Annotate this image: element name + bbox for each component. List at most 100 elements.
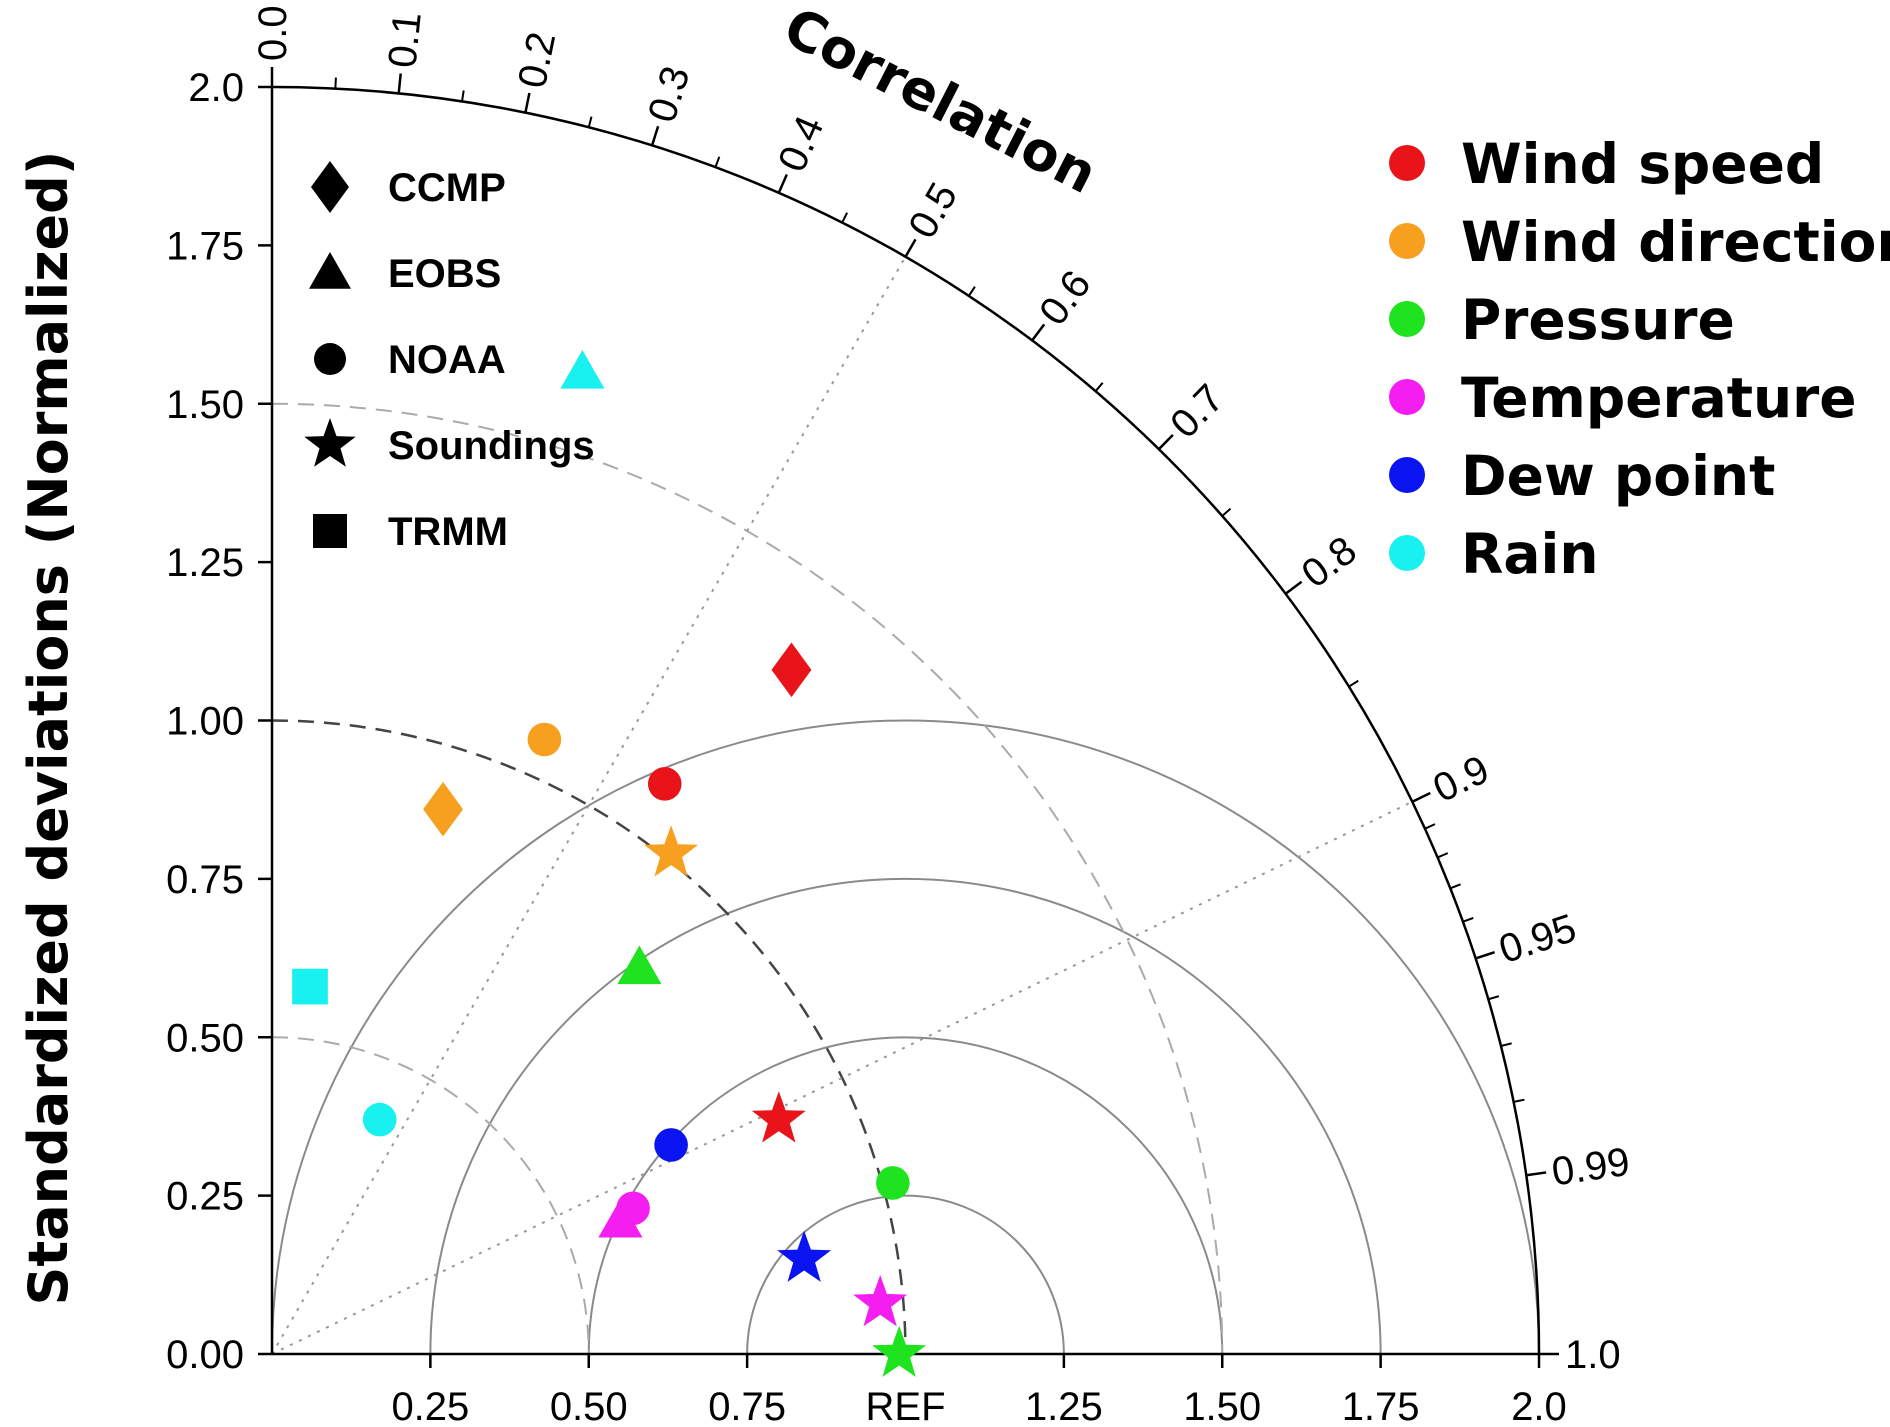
correlation-title: Correlation bbox=[774, 0, 1107, 206]
y-tick-label: 1.75 bbox=[166, 224, 244, 268]
correlation-minor-tick bbox=[968, 286, 976, 297]
y-tick-label: 0.00 bbox=[166, 1333, 244, 1377]
correlation-tick-label: 1.0 bbox=[1565, 1333, 1621, 1377]
eobs-temperature-point bbox=[598, 1198, 643, 1238]
legend-trmm-square-icon bbox=[313, 514, 347, 548]
legend-ccmp-diamond-icon bbox=[311, 161, 349, 213]
legend-rain-swatch bbox=[1389, 535, 1425, 571]
correlation-tick bbox=[650, 125, 660, 146]
ccmp-wind-speed-point bbox=[771, 642, 812, 698]
outer-arc bbox=[271, 85, 1541, 1355]
marker-legend: CCMP EOBS NOAA Soundings TRMM bbox=[304, 161, 595, 554]
correlation-minor-tick bbox=[1449, 883, 1461, 890]
correlation-tick-label: 0.9 bbox=[1427, 747, 1496, 811]
legend-ccmp-label: CCMP bbox=[388, 166, 506, 210]
correlation-minor-tick bbox=[841, 212, 848, 223]
correlation-minor-tick bbox=[1488, 995, 1500, 1001]
correlation-minor-tick bbox=[1424, 823, 1436, 830]
soundings-temperature-point bbox=[853, 1275, 908, 1327]
correlation-tick bbox=[1526, 1171, 1547, 1177]
x-tick-label: 2.0 bbox=[1511, 1385, 1567, 1427]
correlation-tick-label: 0.8 bbox=[1294, 528, 1365, 597]
legend-temperature-swatch bbox=[1389, 379, 1425, 415]
x-tick-label: 1.50 bbox=[1183, 1385, 1261, 1427]
x-tick-label: 0.50 bbox=[550, 1385, 628, 1427]
x-tick-label: 0.75 bbox=[708, 1385, 786, 1427]
legend-pressure-label: Pressure bbox=[1461, 288, 1735, 352]
eobs-pressure-point bbox=[617, 945, 662, 985]
correlation-tick-label: 0.1 bbox=[380, 10, 429, 70]
legend-rain-label: Rain bbox=[1461, 522, 1598, 586]
correlation-tick-label: 0.5 bbox=[900, 176, 966, 246]
rms-circle bbox=[271, 719, 1540, 1355]
correlation-tick bbox=[1031, 323, 1046, 342]
ccmp-wind-direction-point bbox=[423, 781, 463, 837]
x-tick-label: 0.25 bbox=[391, 1385, 469, 1427]
color-legend: Wind speed Wind direction Pressure Temperat… bbox=[1389, 132, 1890, 586]
y-axis-title: Standardized deviations (Normalized) bbox=[17, 151, 80, 1306]
correlation-tick-label: 0.3 bbox=[640, 61, 699, 127]
legend-dew-point-swatch bbox=[1389, 457, 1425, 493]
correlation-minor-tick bbox=[1500, 1042, 1512, 1047]
x-tick-label: 1.75 bbox=[1342, 1385, 1420, 1427]
soundings-pressure-point bbox=[872, 1325, 927, 1377]
x-tick-label: 1.25 bbox=[1025, 1385, 1103, 1427]
legend-soundings-star-icon bbox=[304, 418, 356, 467]
correlation-tick-label: 0.95 bbox=[1494, 906, 1582, 972]
std-arc bbox=[271, 719, 907, 1355]
correlation-minor-tick bbox=[1094, 382, 1104, 392]
correlation-tick bbox=[524, 92, 531, 113]
correlation-tick bbox=[1158, 434, 1174, 451]
legend-noaa-label: NOAA bbox=[388, 338, 506, 382]
correlation-minor-tick bbox=[1437, 852, 1449, 859]
correlation-tick bbox=[1284, 580, 1303, 595]
y-tick-label: 0.75 bbox=[166, 858, 244, 902]
noaa-wind-direction-point bbox=[527, 722, 562, 757]
legend-wind-direction-label: Wind direction bbox=[1461, 210, 1890, 274]
correlation-tick bbox=[397, 73, 402, 94]
noaa-dew-point-point bbox=[654, 1128, 688, 1162]
data-points bbox=[292, 350, 927, 1377]
legend-temperature-label: Temperature bbox=[1461, 366, 1857, 430]
std-arc bbox=[271, 402, 1224, 1355]
correlation-minor-tick bbox=[1462, 917, 1474, 923]
correlation-tick bbox=[1411, 791, 1431, 803]
std-arc bbox=[271, 1036, 590, 1355]
correlation-minor-tick bbox=[334, 77, 337, 89]
axes-layer: 0.00 0.25 0.50 0.75 1.00 1.25 1.50 1.75 2.0 0.25 0… bbox=[166, 5, 1632, 1427]
soundings-wind-direction-point bbox=[644, 825, 699, 877]
y-tick-label: 0.50 bbox=[166, 1016, 244, 1060]
noaa-pressure-point bbox=[876, 1166, 910, 1200]
legend-eobs-triangle-icon bbox=[309, 252, 351, 289]
correlation-tick-label: 0.2 bbox=[510, 28, 564, 91]
legend-dew-point-label: Dew point bbox=[1461, 444, 1775, 508]
legend-noaa-circle-icon bbox=[314, 343, 346, 375]
correlation-minor-tick bbox=[1513, 1098, 1525, 1103]
y-tick-label: 1.50 bbox=[166, 383, 244, 427]
correlation-tick bbox=[777, 173, 788, 194]
y-tick-label: 1.25 bbox=[166, 541, 244, 585]
correlation-tick-label: 0.6 bbox=[1031, 263, 1100, 334]
correlation-tick-label: 0.0 bbox=[251, 5, 295, 61]
correlation-minor-tick bbox=[714, 156, 721, 168]
trmm-rain-point bbox=[292, 968, 328, 1005]
correlation-line bbox=[271, 800, 1413, 1355]
rms-circle bbox=[746, 1194, 1065, 1355]
correlation-tick-label: 0.4 bbox=[770, 110, 833, 179]
correlation-tick-label: 0.99 bbox=[1549, 1140, 1632, 1195]
legend-trmm-label: TRMM bbox=[388, 510, 508, 554]
legend-eobs-label: EOBS bbox=[388, 252, 501, 296]
y-tick-label: 1.00 bbox=[166, 700, 244, 744]
legend-wind-speed-label: Wind speed bbox=[1461, 132, 1824, 196]
noaa-rain-point bbox=[362, 1102, 397, 1137]
correlation-line bbox=[271, 256, 907, 1355]
correlation-minor-tick bbox=[461, 90, 465, 102]
soundings-wind-speed-point bbox=[751, 1091, 806, 1143]
legend-pressure-swatch bbox=[1389, 301, 1425, 337]
y-tick-label: 2.0 bbox=[188, 66, 244, 110]
correlation-tick bbox=[904, 238, 917, 258]
correlation-minor-tick bbox=[587, 116, 593, 128]
noaa-wind-speed-point bbox=[647, 767, 682, 801]
legend-wind-speed-swatch bbox=[1389, 145, 1425, 181]
